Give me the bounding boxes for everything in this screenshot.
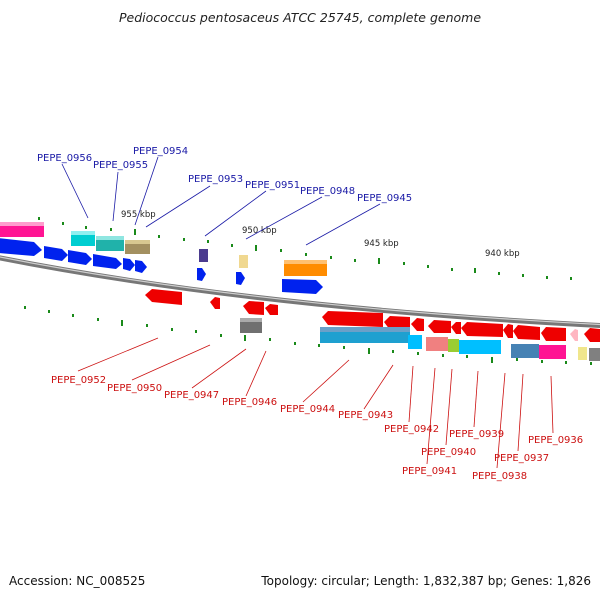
gene-arrow[interactable]: [145, 289, 182, 305]
forward-strand-genes: [0, 222, 327, 294]
gene-feature[interactable]: [426, 337, 448, 351]
gene-arrow[interactable]: [135, 260, 147, 273]
accession-text: Accession: NC_008525: [9, 574, 146, 588]
top-leader-lines: [61, 156, 381, 246]
gene-arrow[interactable]: [503, 324, 513, 338]
gene-arrow[interactable]: [570, 329, 578, 341]
gene-arrow[interactable]: [322, 311, 383, 327]
reverse-strand-genes: [145, 289, 600, 361]
gene-label-PEPE_0952[interactable]: PEPE_0952: [51, 375, 106, 386]
map-title: Pediococcus pentosaceus ATCC 25745, comp…: [118, 10, 482, 25]
gene-label-PEPE_0942[interactable]: PEPE_0942: [384, 424, 439, 435]
gene-label-PEPE_0936[interactable]: PEPE_0936: [528, 435, 583, 446]
gene-label-PEPE_0945[interactable]: PEPE_0945: [357, 193, 412, 204]
gene-label-PEPE_0951[interactable]: PEPE_0951: [245, 180, 300, 191]
outer-tick-dots: [38, 217, 572, 280]
gene-feature[interactable]: [589, 348, 600, 361]
gene-arrow[interactable]: [236, 272, 245, 285]
bottom-leader-lines: [77, 337, 554, 469]
gene-arrow[interactable]: [384, 316, 410, 330]
gene-arrow[interactable]: [210, 297, 220, 309]
gene-arrow[interactable]: [282, 279, 323, 294]
gene-arrow[interactable]: [44, 246, 68, 261]
gene-label-PEPE_0948[interactable]: PEPE_0948: [300, 186, 355, 197]
gene-label-PEPE_0939[interactable]: PEPE_0939: [449, 429, 504, 440]
inner-tick-dots: [24, 306, 592, 365]
gene-label-PEPE_0947[interactable]: PEPE_0947: [164, 390, 219, 401]
gene-arrow[interactable]: [265, 304, 278, 315]
gene-label-PEPE_0955[interactable]: PEPE_0955: [93, 160, 148, 171]
tick-label-950: 950 kbp: [242, 226, 277, 236]
gene-arrow[interactable]: [123, 258, 135, 271]
gene-label-PEPE_0953[interactable]: PEPE_0953: [188, 174, 243, 185]
gene-feature[interactable]: [511, 344, 539, 358]
gene-label-PEPE_0937[interactable]: PEPE_0937: [494, 453, 549, 464]
gene-arrow[interactable]: [513, 325, 540, 340]
gene-label-PEPE_0956[interactable]: PEPE_0956: [37, 153, 92, 164]
tick-label-945: 945 kbp: [364, 239, 399, 249]
gene-label-PEPE_0954[interactable]: PEPE_0954: [133, 146, 188, 157]
gene-feature[interactable]: [539, 345, 566, 359]
gene-arrow[interactable]: [451, 322, 461, 334]
gene-arrow[interactable]: [68, 250, 92, 265]
gene-arrow[interactable]: [461, 322, 503, 337]
gene-label-PEPE_0940[interactable]: PEPE_0940: [421, 447, 476, 458]
gene-label-PEPE_0944[interactable]: PEPE_0944: [280, 404, 335, 415]
gene-arrow[interactable]: [584, 328, 600, 342]
gene-label-PEPE_0943[interactable]: PEPE_0943: [338, 410, 393, 421]
gene-feature[interactable]: [459, 340, 501, 354]
gene-feature[interactable]: [578, 347, 587, 360]
gene-arrow[interactable]: [93, 254, 122, 269]
gene-arrow[interactable]: [428, 320, 451, 333]
gene-label-PEPE_0950[interactable]: PEPE_0950: [107, 383, 162, 394]
gene-label-PEPE_0941[interactable]: PEPE_0941: [402, 466, 457, 477]
gene-feature[interactable]: [199, 249, 208, 262]
gene-arrow[interactable]: [541, 327, 566, 341]
gene-arrow[interactable]: [411, 318, 424, 331]
gene-arrow[interactable]: [243, 301, 264, 315]
gene-arrow[interactable]: [197, 268, 206, 281]
tick-label-940: 940 kbp: [485, 249, 520, 259]
genome-backbone: [0, 255, 600, 328]
gene-feature[interactable]: [408, 335, 422, 349]
gene-feature[interactable]: [448, 339, 459, 352]
genome-summary-text: Topology: circular; Length: 1,832,387 bp…: [261, 574, 591, 588]
gene-label-PEPE_0938[interactable]: PEPE_0938: [472, 471, 527, 482]
gene-feature[interactable]: [239, 255, 248, 268]
gene-arrow[interactable]: [0, 238, 42, 256]
gene-label-PEPE_0946[interactable]: PEPE_0946: [222, 397, 277, 408]
